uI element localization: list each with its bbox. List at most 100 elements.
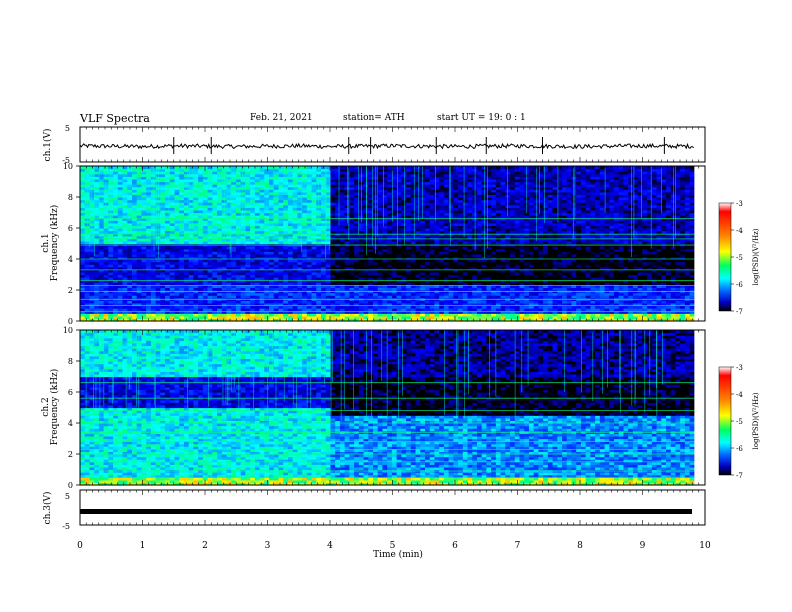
spectrogram-cell [339, 240, 346, 245]
spectrogram-cell [108, 212, 114, 216]
spectrogram-cell [283, 209, 289, 214]
spectrogram-cell [174, 186, 180, 190]
spectrogram-cell [179, 246, 185, 250]
spectrogram-cell [325, 264, 332, 268]
spectrogram-cell [316, 212, 322, 216]
spectrogram-cell [330, 284, 336, 289]
spectrogram-cell [207, 184, 213, 188]
spectrogram-cell [193, 191, 199, 196]
spectrogram-cell [188, 246, 195, 250]
spectrogram-cell [169, 207, 176, 211]
spectrogram-cell [117, 228, 124, 232]
spectrogram-cell [188, 305, 195, 309]
spectrogram-cell [150, 166, 157, 170]
spectrogram-cell [339, 266, 346, 270]
spectrogram-cell [183, 240, 190, 245]
spectrogram-cell [160, 235, 166, 239]
spectrogram-cell [283, 173, 289, 177]
spectrogram-cell [165, 310, 171, 314]
spectrogram-cell [117, 295, 124, 299]
spectrogram-cell [169, 225, 176, 229]
spectrogram-cell [188, 225, 195, 229]
spectrogram-cell [183, 209, 190, 214]
spectrogram-cell [188, 217, 195, 221]
spectrogram-cell [240, 202, 247, 206]
spectrogram-cell [207, 279, 213, 283]
spectrogram-cell [217, 240, 223, 245]
spectrogram-cell [188, 186, 195, 190]
spectrogram-cell [245, 215, 251, 219]
spectrogram-cell [292, 279, 298, 283]
spectrogram-cell [117, 194, 124, 198]
spectrogram-cell [146, 184, 152, 188]
spectrogram-cell [136, 184, 143, 188]
spectrogram-cell [98, 313, 105, 317]
spectrogram-cell [188, 264, 195, 268]
spectrogram-cell [103, 228, 109, 232]
spectrogram-cell [84, 266, 91, 270]
spectrogram-cell [311, 230, 317, 234]
spectrogram-cell [264, 279, 270, 283]
spectrogram-cell [89, 184, 95, 188]
spectrogram-cell [174, 313, 180, 317]
spectrogram-cell [325, 313, 332, 317]
spectrogram-cell [198, 194, 204, 198]
spectrogram-cell [231, 248, 237, 252]
spectrogram-cell [278, 253, 284, 258]
spectrogram-cell [278, 225, 284, 229]
spectrogram-cell [278, 277, 284, 281]
spectrogram-cell [217, 279, 223, 283]
spectrogram-cell [207, 173, 213, 177]
spectrogram-cell [278, 308, 284, 312]
spectrogram-cell [231, 264, 237, 268]
spectrogram-cell [179, 186, 185, 190]
spectrogram-cell [136, 194, 143, 198]
spectrogram-cell [141, 217, 147, 221]
spectrogram-cell [89, 246, 95, 250]
spectrogram-cell [316, 261, 322, 265]
spectrogram-cell [108, 284, 114, 289]
spectrogram-cell [254, 225, 261, 229]
spectrogram-cell [240, 292, 247, 296]
spectrogram-cell [80, 238, 86, 242]
spectrogram-cell [165, 194, 171, 198]
spectrogram-cell [283, 222, 289, 227]
spectrogram-cell [325, 251, 332, 255]
spectrogram-cell [306, 207, 313, 211]
spectrogram-cell [245, 222, 251, 227]
spectrogram-cell [221, 271, 228, 276]
spectrogram-cell [254, 295, 261, 299]
spectrogram-cell [217, 274, 223, 278]
spectrogram-cell [117, 166, 124, 170]
spectrogram-cell [80, 220, 86, 224]
spectrogram-cell [108, 248, 114, 252]
spectrogram-cell [117, 222, 124, 227]
spectrogram-cell [235, 194, 242, 198]
spectrogram-cell [292, 240, 298, 245]
spectrogram-cell [250, 310, 256, 314]
spectrogram-cell [117, 191, 124, 196]
spectrogram-cell [84, 259, 91, 263]
spectrogram-cell [160, 197, 166, 201]
spectrogram-cell [155, 315, 161, 320]
spectrogram-cell [235, 228, 242, 232]
spectrogram-cell [146, 266, 152, 270]
spectrogram-cell [150, 266, 157, 270]
spectrogram-cell [273, 209, 280, 214]
spectrogram-cell [207, 207, 213, 211]
spectrogram-cell [89, 271, 95, 276]
spectrogram-cell [321, 240, 327, 245]
spectrogram-cell [254, 251, 261, 255]
spectrogram-cell [127, 264, 133, 268]
spectrogram-cell [136, 271, 143, 276]
spectrogram-cell [89, 202, 95, 206]
spectrogram-cell [136, 168, 143, 172]
spectrogram-cell [335, 173, 341, 177]
spectrogram-cell [113, 300, 119, 304]
spectrogram-cell [287, 284, 294, 289]
spectrogram-cell [207, 261, 213, 265]
spectrogram-cell [188, 295, 195, 299]
spectrogram-cell [235, 310, 242, 314]
spectrogram-cell [212, 251, 218, 255]
spectrogram-cell [160, 261, 166, 265]
